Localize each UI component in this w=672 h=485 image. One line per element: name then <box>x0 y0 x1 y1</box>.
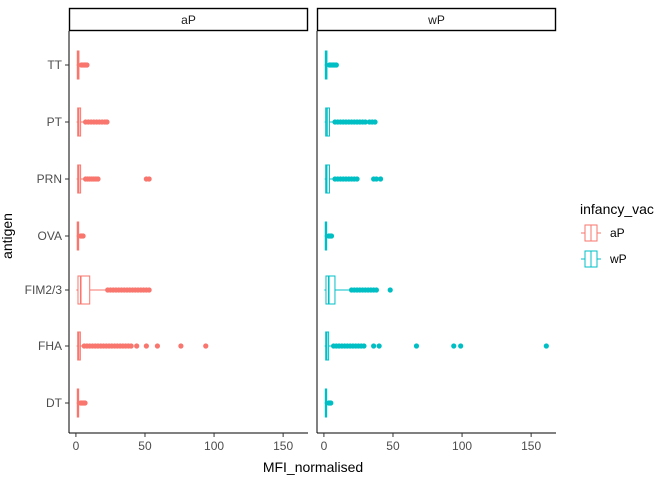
box-wP-PT <box>324 107 378 137</box>
outlier-point <box>328 400 334 406</box>
outlier-point <box>328 233 335 239</box>
box-aP-OVA <box>76 221 86 251</box>
y-tick-label: PT <box>47 115 63 129</box>
box-wP-PRN <box>324 164 384 194</box>
facet-panel-aP: aP 0 50 100 150 <box>68 7 309 453</box>
x-tick-label: 100 <box>204 439 224 453</box>
box-aP-FHA <box>76 331 209 361</box>
outlier-point <box>371 343 377 349</box>
outlier-point <box>104 119 110 125</box>
box-aP-FIM2/3 <box>76 275 152 305</box>
outlier-point <box>154 343 161 349</box>
facet-strip-label-aP: aP <box>181 13 196 27</box>
legend-label: wP <box>609 252 627 266</box>
outlier-point <box>377 176 384 182</box>
outlier-point <box>451 343 457 349</box>
legend: infancy_vac aP wP <box>580 201 654 268</box>
outlier-point <box>146 176 152 182</box>
x-tick-label: 150 <box>521 439 541 453</box>
box-wP-TT <box>324 50 339 80</box>
box-wP-DT <box>324 388 334 418</box>
outlier-point <box>354 176 360 182</box>
outlier-point <box>413 343 420 349</box>
outlier-point <box>128 343 134 349</box>
legend-item-wP: wP <box>581 250 627 268</box>
outlier-point <box>333 62 339 68</box>
outlier-point <box>543 343 549 349</box>
box-aP-PRN <box>76 164 152 194</box>
legend-items: aP wP <box>581 224 627 268</box>
box-wP-OVA <box>324 221 335 251</box>
box-aP-PT <box>76 107 110 137</box>
outlier-point <box>362 119 368 125</box>
outlier-point <box>372 119 378 125</box>
x-axis-title: MFI_normalised <box>263 459 363 475</box>
outlier-point <box>134 343 140 349</box>
outlier-point <box>82 400 88 406</box>
box-wP-FIM2/3 <box>324 275 393 305</box>
legend-label: aP <box>610 226 625 240</box>
y-axis-title: antigen <box>0 213 15 259</box>
outlier-point <box>361 343 367 349</box>
outlier-point <box>376 343 382 349</box>
box-wP-FHA <box>324 331 549 361</box>
outlier-point <box>84 62 90 68</box>
x-tick-label: 50 <box>386 439 400 453</box>
panels-layer: aP 0 50 100 150 wP 0 50 100 150 <box>68 7 557 453</box>
x-tick-label: 50 <box>138 439 152 453</box>
outlier-point <box>203 343 209 349</box>
legend-title: infancy_vac <box>580 201 654 217</box>
x-tick-label: 150 <box>273 439 293 453</box>
outlier-point <box>373 287 380 293</box>
outlier-point <box>146 287 152 293</box>
legend-item-aP: aP <box>581 224 625 242</box>
y-tick-label: DT <box>46 396 63 410</box>
facet-panel-wP: wP 0 50 100 150 <box>316 7 557 453</box>
box-iqr <box>325 164 330 194</box>
y-tick-label: OVA <box>38 229 62 243</box>
box-iqr <box>325 275 336 305</box>
facet-strip-wP <box>316 7 557 32</box>
outlier-point <box>373 176 380 182</box>
box-aP-DT <box>76 388 88 418</box>
box-aP-TT <box>76 50 90 80</box>
axes-layer: DT FHA FIM2/3 OVA PRN PT TT <box>25 58 69 410</box>
outlier-point <box>143 343 149 349</box>
x-tick-label: 0 <box>321 439 328 453</box>
outlier-point <box>80 233 86 239</box>
facet-strip-aP <box>68 7 309 32</box>
outlier-point <box>387 287 393 293</box>
y-tick-label: FIM2/3 <box>25 283 63 297</box>
box-iqr <box>77 275 91 305</box>
y-tick-label: PRN <box>37 172 62 186</box>
outlier-point <box>458 343 464 349</box>
y-tick-label: FHA <box>38 339 62 353</box>
outlier-point <box>95 176 101 182</box>
x-tick-label: 0 <box>73 439 80 453</box>
outlier-point <box>178 343 184 349</box>
facet-strip-label-wP: wP <box>427 13 445 27</box>
x-tick-label: 100 <box>452 439 472 453</box>
y-tick-label: TT <box>47 58 62 72</box>
